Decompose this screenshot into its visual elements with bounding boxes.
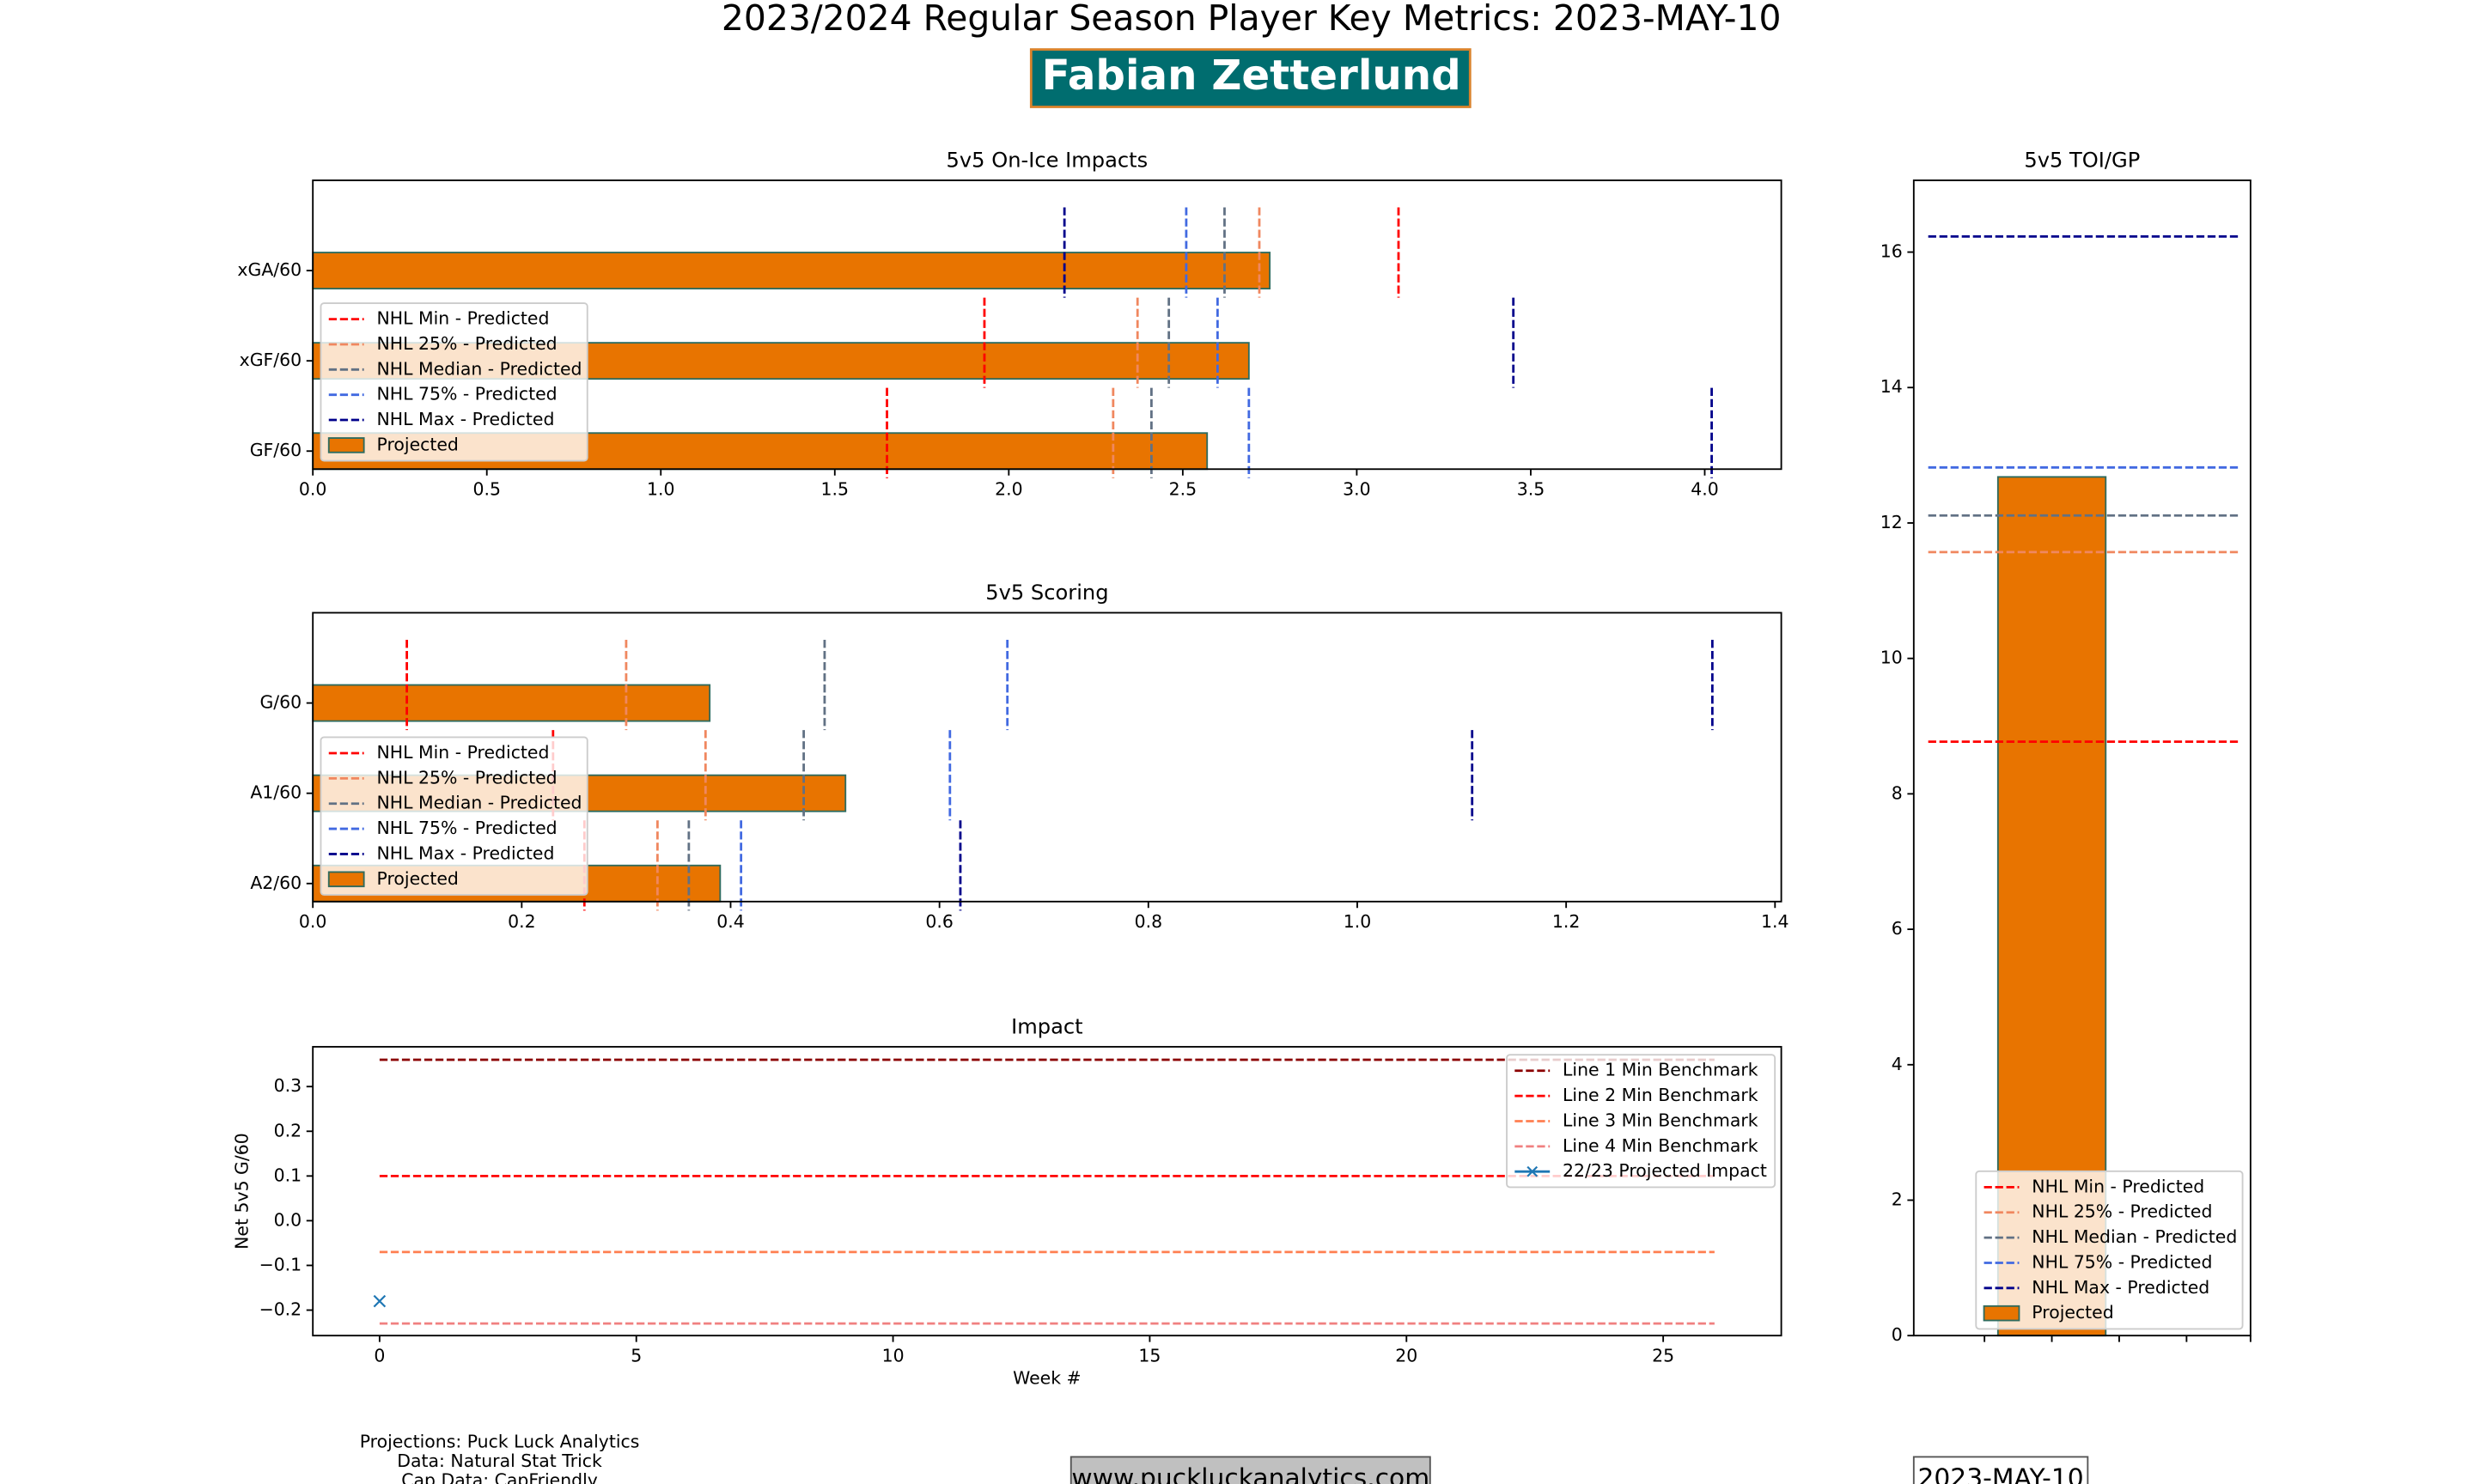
x-tick-label: 3.5 [1517, 478, 1545, 499]
legend-label: NHL Min - Predicted [377, 308, 550, 329]
x-tick-label: 0.0 [299, 478, 326, 499]
chart-title: 5v5 Scoring [985, 581, 1108, 605]
y-tick-label: 10 [1880, 648, 1903, 668]
x-tick-label: 2.0 [995, 478, 1022, 499]
legend-swatch [327, 437, 365, 453]
legend-label: NHL 25% - Predicted [377, 333, 558, 354]
category-label: GF/60 [250, 440, 302, 460]
y-tick-label: −0.2 [259, 1299, 302, 1320]
x-tick-label: 0.6 [925, 911, 953, 932]
y-tick-label: 16 [1880, 241, 1903, 262]
legend-label: Line 2 Min Benchmark [1563, 1085, 1758, 1105]
x-tick-label: 3.0 [1343, 478, 1370, 499]
x-tick-label: 1.0 [647, 478, 674, 499]
date: 2023-MAY-10 [1917, 1463, 2083, 1484]
legend-label: 22/23 Projected Impact [1563, 1160, 1767, 1181]
chart-title: Impact [1011, 1015, 1082, 1039]
credit: Projections: Puck Luck Analytics [360, 1432, 640, 1452]
x-tick-label: 0 [374, 1345, 385, 1365]
y-tick-label: 0.3 [274, 1075, 302, 1096]
legend-label: NHL 25% - Predicted [2032, 1201, 2212, 1222]
x-tick-label: 0.5 [472, 478, 500, 499]
credit: Cap Data: CapFriendly [401, 1469, 598, 1484]
x-tick-label: 20 [1395, 1345, 1417, 1365]
category-label: A1/60 [250, 782, 302, 803]
legend-box [1975, 1170, 2244, 1330]
x-tick-label: 15 [1138, 1345, 1161, 1365]
legend-label: NHL 25% - Predicted [377, 767, 558, 788]
legend-label: NHL Median - Predicted [2032, 1226, 2237, 1247]
x-tick-label: 0.8 [1135, 911, 1162, 932]
legend-label: NHL Median - Predicted [377, 358, 582, 379]
y-tick-label: 0.1 [274, 1165, 302, 1185]
x-axis-label: Week # [1013, 1367, 1082, 1388]
y-tick-label: 8 [1892, 782, 1903, 803]
category-label: xGF/60 [240, 350, 302, 370]
x-tick-label: 0.0 [299, 911, 326, 932]
legend-label: Line 3 Min Benchmark [1563, 1110, 1758, 1130]
legend-label: NHL Max - Predicted [377, 842, 555, 863]
x-tick-label: 4.0 [1691, 478, 1718, 499]
legend-label: NHL 75% - Predicted [377, 818, 558, 838]
legend-swatch [327, 871, 365, 888]
x-tick-label: 5 [631, 1345, 642, 1365]
page-title: 2023/2024 Regular Season Player Key Metr… [722, 0, 1782, 39]
legend-marker [1526, 1165, 1539, 1177]
x-tick-label: 1.2 [1552, 911, 1580, 932]
y-tick-label: 14 [1880, 376, 1903, 397]
chart-title: 5v5 TOI/GP [2024, 149, 2140, 173]
x-tick-label: 2.5 [1169, 478, 1197, 499]
axes-frame [1912, 179, 2252, 1337]
legend-label: Projected [2032, 1302, 2113, 1323]
y-tick-label: 6 [1892, 918, 1903, 939]
x-tick-label: 0.2 [508, 911, 535, 932]
website-box [1069, 1456, 1431, 1484]
legend-label: NHL 75% - Predicted [2032, 1251, 2212, 1272]
legend-box [320, 736, 588, 896]
x-tick-label: 1.5 [821, 478, 849, 499]
website: www.puckluckanalytics.com [1071, 1463, 1429, 1484]
y-tick-label: 2 [1892, 1189, 1903, 1209]
y-tick-label: 0.0 [274, 1209, 302, 1230]
player-badge [1029, 48, 1472, 108]
date-box [1912, 1456, 2089, 1484]
legend-label: NHL Max - Predicted [2032, 1277, 2209, 1298]
y-tick-label: 0 [1892, 1324, 1903, 1345]
legend-label: NHL 75% - Predicted [377, 384, 558, 404]
credit: Data: Natural Stat Trick [397, 1451, 602, 1471]
category-label: A2/60 [250, 873, 302, 893]
x-tick-label: 0.4 [716, 911, 744, 932]
legend-box [1506, 1054, 1776, 1189]
legend-label: NHL Min - Predicted [2032, 1176, 2204, 1196]
axes-frame [312, 1045, 1782, 1337]
y-tick-label: 4 [1892, 1054, 1903, 1074]
category-label: G/60 [259, 692, 302, 713]
chart-title: 5v5 On-Ice Impacts [947, 149, 1149, 173]
bar [312, 252, 1271, 290]
axes-frame [312, 611, 1782, 903]
legend-label: Projected [377, 434, 459, 454]
y-axis-label: Net 5v5 G/60 [231, 1133, 252, 1250]
x-tick-label: 10 [882, 1345, 905, 1365]
legend-label: NHL Max - Predicted [377, 409, 555, 429]
legend-label: Line 1 Min Benchmark [1563, 1060, 1758, 1080]
point [373, 1294, 387, 1308]
y-tick-label: 12 [1880, 512, 1903, 532]
legend-label: NHL Median - Predicted [377, 793, 582, 813]
player-name: Fabian Zetterlund [1042, 52, 1461, 100]
bar [312, 684, 711, 722]
axes-frame [312, 179, 1782, 471]
x-tick-label: 1.0 [1344, 911, 1371, 932]
x-tick-label: 1.4 [1761, 911, 1788, 932]
y-tick-label: 0.2 [274, 1120, 302, 1140]
legend-box [320, 302, 588, 462]
legend-label: NHL Min - Predicted [377, 742, 550, 763]
legend-label: Line 4 Min Benchmark [1563, 1135, 1758, 1156]
y-tick-label: −0.1 [259, 1254, 302, 1274]
legend-label: Projected [377, 868, 459, 889]
category-label: xGA/60 [237, 259, 302, 280]
x-tick-label: 25 [1652, 1345, 1674, 1365]
legend-swatch [1983, 1305, 2020, 1322]
